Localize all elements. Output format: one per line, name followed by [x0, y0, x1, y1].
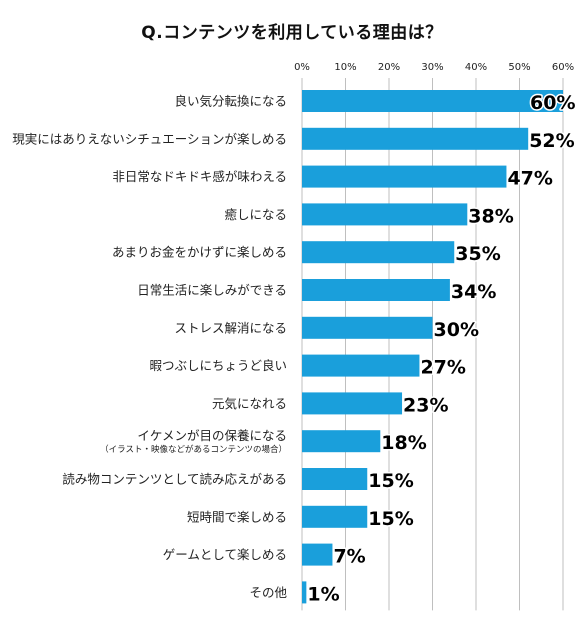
category-label: 元気になれる	[212, 396, 287, 411]
data-label: 7%	[333, 546, 365, 568]
bar	[302, 430, 381, 453]
data-label: 15%	[368, 508, 413, 530]
bar	[302, 241, 455, 264]
data-label: 60%	[530, 92, 575, 114]
x-tick-label: 40%	[465, 62, 487, 73]
category-labels: 良い気分転換になる現実にはありえないシチュエーションが楽しめる非日常なドキドキ感…	[12, 94, 287, 600]
category-label: あまりお金をかけずに楽しめる	[112, 245, 287, 260]
category-label: 非日常なドキドキ感が味わえる	[112, 169, 287, 184]
bar	[302, 354, 420, 377]
data-label: 15%	[368, 470, 413, 492]
data-label: 35%	[455, 243, 500, 265]
bar	[302, 316, 433, 339]
category-label: その他	[249, 585, 287, 600]
category-label: 現実にはありえないシチュエーションが楽しめる	[12, 131, 287, 146]
category-label: ゲームとして楽しめる	[163, 547, 287, 562]
page-title: Q.コンテンツを利用している理由は？	[141, 23, 443, 43]
bar	[302, 505, 368, 528]
bar	[302, 203, 468, 226]
data-label: 47%	[507, 168, 552, 190]
data-label: 18%	[381, 432, 426, 454]
bars	[302, 90, 563, 604]
x-tick-label: 0%	[294, 62, 310, 73]
category-label: 暇つぶしにちょうど良い	[149, 358, 287, 373]
data-label: 27%	[420, 357, 465, 379]
category-label: イケメンが目の保養になる	[137, 428, 287, 443]
data-label: 52%	[529, 130, 574, 152]
category-sublabel: （イラスト・映像などがあるコンテンツの場合）	[100, 444, 287, 455]
data-label: 1%	[307, 583, 339, 605]
category-label: 日常生活に楽しみができる	[137, 283, 287, 298]
grid-lines	[301, 78, 564, 611]
x-tick-label: 20%	[378, 62, 400, 73]
category-label: 短時間で楽しめる	[187, 509, 287, 524]
x-axis-ticks: 0% 10% 20% 30% 40% 50% 60%	[294, 62, 574, 73]
data-label: 38%	[468, 205, 513, 227]
data-label: 23%	[403, 394, 448, 416]
bar	[302, 127, 529, 150]
x-tick-label: 60%	[552, 62, 574, 73]
bar	[302, 543, 333, 566]
data-label: 30%	[434, 319, 479, 341]
x-tick-label: 30%	[421, 62, 443, 73]
bar	[302, 581, 307, 604]
data-label: 34%	[451, 281, 496, 303]
category-label: 読み物コンテンツとして読み応えがある	[62, 472, 287, 487]
category-label: 良い気分転換になる	[174, 94, 287, 109]
category-label: ストレス解消になる	[174, 320, 287, 335]
x-tick-label: 10%	[334, 62, 356, 73]
bar	[302, 468, 368, 490]
bar	[302, 279, 450, 301]
bar	[302, 90, 563, 112]
bar	[302, 165, 507, 188]
x-tick-label: 50%	[508, 62, 530, 73]
bar	[302, 392, 403, 415]
data-labels: 60%52%47%38%35%34%30%27%23%18%15%15%7%1%	[306, 91, 577, 607]
category-label: 癒しになる	[224, 207, 287, 222]
